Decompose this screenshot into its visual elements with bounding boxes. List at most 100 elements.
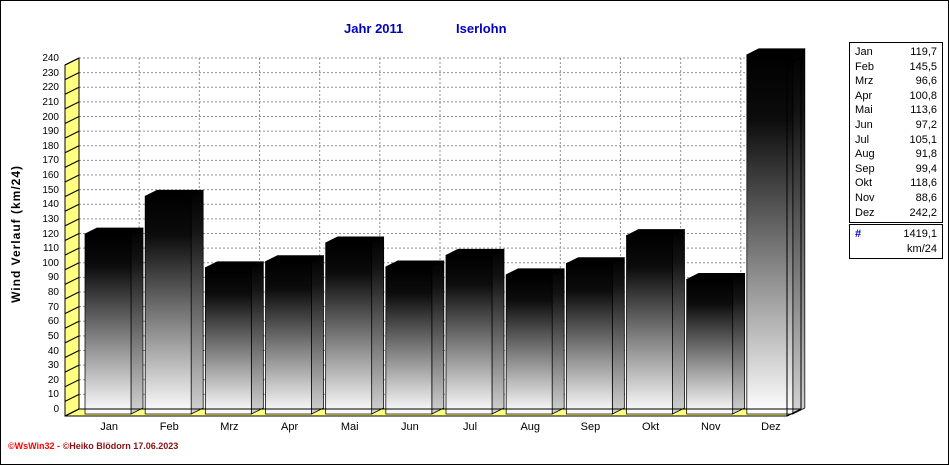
- legend-monthly-values: Jan 119,7 Feb 145,5 Mrz 96,6 Apr 100,8 Mai 113,6 J…: [849, 42, 943, 224]
- month-label-dez: Dez: [761, 421, 781, 433]
- legend-row-jan: Jan 119,7: [855, 45, 937, 60]
- legend-month-name: Aug: [855, 148, 875, 161]
- legend-row-nov: Nov 88,6: [855, 191, 937, 206]
- legend-month-value: 242,2: [909, 206, 937, 219]
- y-tick-label: 150: [42, 184, 59, 196]
- plot-frame: [79, 57, 802, 417]
- legend-month-value: 119,7: [910, 46, 937, 58]
- month-label-nov: Nov: [700, 421, 721, 433]
- y-tick-label: 80: [47, 287, 59, 298]
- copyright-app: ©WsWin32 -: [8, 441, 63, 451]
- chart-title-year: Jahr 2011: [344, 21, 404, 36]
- legend-row-apr: Apr 100,8: [855, 89, 937, 104]
- legend-month-value: 118,6: [910, 177, 937, 190]
- bar-jan: [84, 227, 144, 415]
- month-label-sep: Sep: [580, 421, 601, 433]
- legend-month-value: 96,6: [915, 75, 937, 88]
- legend-month-name: Jul: [855, 133, 870, 146]
- y-tick-label: 140: [42, 199, 59, 211]
- bar-mai: [325, 236, 385, 415]
- total-symbol: #: [855, 228, 862, 240]
- month-label-aug: Aug: [520, 421, 541, 433]
- y-tick-label: 110: [43, 243, 59, 255]
- legend-month-name: Apr: [855, 89, 873, 102]
- legend-month-name: Okt: [855, 177, 873, 190]
- bar-jun: [385, 260, 445, 415]
- y-tick-label: 230: [42, 67, 59, 79]
- y-tick-label: 40: [47, 345, 59, 357]
- y-tick-label: 160: [42, 170, 59, 181]
- month-label-jul: Jul: [463, 421, 478, 433]
- y-tick-label: 220: [42, 82, 59, 94]
- bar-sep: [565, 257, 625, 415]
- y-tick-label: 0: [53, 404, 59, 415]
- legend-row-jul: Jul 105,1: [855, 133, 937, 148]
- y-axis-wall: [64, 57, 80, 417]
- month-label-jun: Jun: [401, 421, 419, 433]
- bars: [84, 48, 806, 415]
- bar-mrz: [204, 261, 264, 415]
- month-label-mrz: Mrz: [220, 421, 239, 433]
- month-label-mai: Mai: [340, 421, 359, 433]
- month-label-feb: Feb: [159, 421, 179, 433]
- legend-month-value: 97,2: [915, 118, 937, 131]
- y-tick-label: 180: [42, 140, 59, 152]
- legend-month-name: Jan: [855, 46, 873, 58]
- y-tick-label: 30: [47, 360, 59, 372]
- legend-month-name: Mai: [855, 104, 873, 117]
- bar-apr: [265, 254, 324, 415]
- legend-month-value: 145,5: [909, 60, 937, 73]
- bar-okt: [626, 228, 685, 415]
- y-tick-label: 60: [47, 316, 59, 328]
- bar-dez: [746, 48, 806, 415]
- y-tick-label: 240: [42, 53, 59, 64]
- legend-month-value: 100,8: [909, 89, 937, 102]
- legend-total-box: # 1419,1 km/24: [849, 224, 943, 260]
- y-tick-label: 190: [42, 126, 59, 138]
- legend-row-dez: Dez 242,2: [855, 206, 937, 221]
- month-label-okt: Okt: [642, 421, 660, 433]
- legend-month-name: Sep: [855, 162, 875, 175]
- legend-row-aug: Aug 91,8: [855, 147, 937, 162]
- legend-month-value: 88,6: [915, 191, 937, 204]
- legend-month-value: 105,1: [909, 133, 937, 146]
- legend-month-name: Dez: [855, 206, 875, 219]
- legend-month-name: Nov: [855, 191, 875, 204]
- y-tick-label: 10: [47, 389, 59, 401]
- legend-month-value: 91,8: [915, 148, 937, 161]
- legend-row-feb: Feb 145,5: [855, 60, 937, 75]
- y-tick-label: 100: [42, 257, 59, 269]
- legend-row-jun: Jun 97,2: [855, 118, 937, 133]
- legend-row-mai: Mai 113,6: [855, 103, 937, 118]
- y-tick-label: 200: [42, 111, 59, 123]
- bar-jul: [445, 248, 505, 415]
- y-tick-label: 70: [47, 301, 59, 313]
- y-tick-label: 130: [42, 213, 59, 225]
- legend-row-mrz: Mrz 96,6: [855, 74, 937, 89]
- legend-month-value: 99,4: [915, 162, 937, 175]
- legend-row-sep: Sep 99,4: [855, 162, 937, 177]
- bar-nov: [686, 272, 746, 415]
- legend-month-name: Jun: [855, 118, 873, 131]
- y-tick-label: 120: [42, 228, 59, 240]
- copyright-author-date: ©Heiko Blödorn 17.06.2023: [62, 441, 179, 451]
- y-tick-label: 90: [47, 272, 59, 284]
- chart-title-station: Iserlohn: [456, 21, 507, 36]
- month-label-apr: Apr: [281, 421, 299, 433]
- total-value: 1419,1: [903, 228, 937, 240]
- bar-aug: [505, 268, 565, 415]
- legend-month-value: 113,6: [910, 104, 937, 117]
- y-tick-label: 50: [47, 330, 59, 342]
- legend-total-row: # 1419,1: [855, 227, 937, 242]
- legend-month-name: Mrz: [855, 75, 874, 88]
- total-unit: km/24: [907, 242, 937, 255]
- month-label-jan: Jan: [100, 421, 118, 433]
- legend-row-okt: Okt 118,6: [855, 176, 937, 191]
- legend-month-name: Feb: [855, 60, 874, 73]
- y-tick-label: 210: [42, 96, 59, 108]
- y-tick-label: 20: [47, 374, 59, 386]
- copyright-footer: ©WsWin32 - ©Heiko Blödorn 17.06.2023: [8, 441, 178, 451]
- bar-feb: [144, 189, 204, 415]
